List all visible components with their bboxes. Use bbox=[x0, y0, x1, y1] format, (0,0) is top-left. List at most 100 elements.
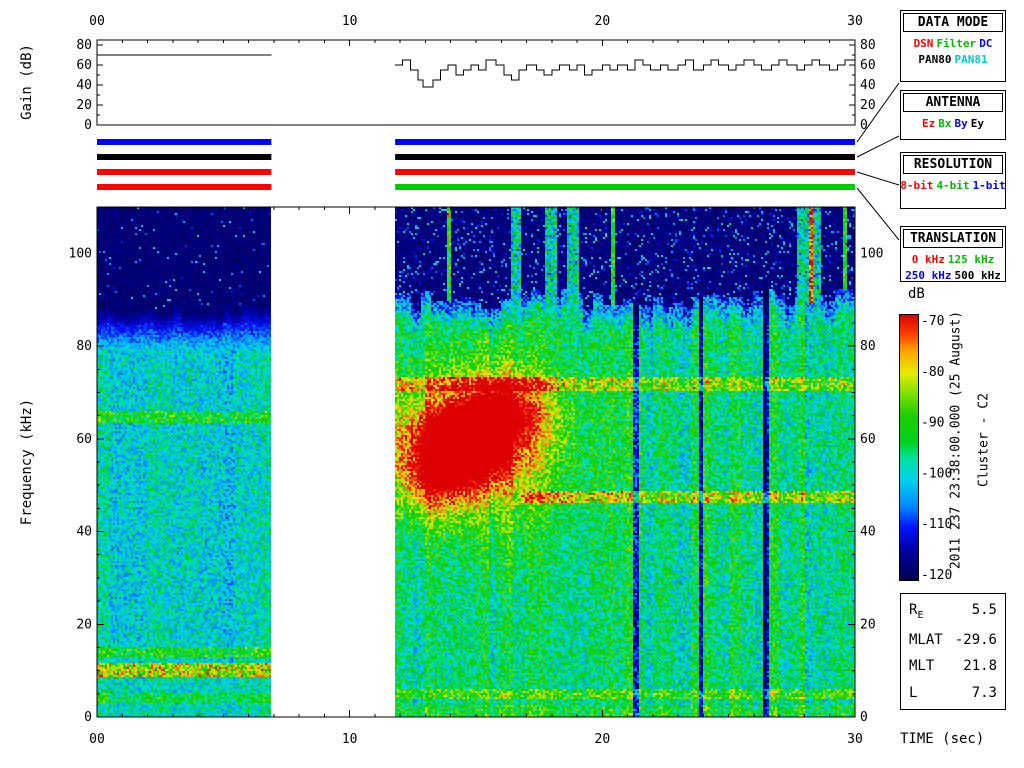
data-mode-panel: DATA MODE DSN Filter DC PAN80 PAN81 bbox=[900, 10, 1006, 82]
gain-ytick-label: 80 bbox=[860, 38, 876, 53]
antenna-title: ANTENNA bbox=[903, 93, 1003, 112]
gain-ytick-label: 40 bbox=[860, 78, 876, 93]
resolution-option: 1-bit bbox=[972, 179, 1006, 192]
legend-connector-line bbox=[856, 187, 900, 241]
translation-option: 250 kHz bbox=[905, 269, 952, 282]
ephemeris-value: -29.6 bbox=[954, 631, 997, 648]
ephemeris-value: 5.5 bbox=[971, 602, 997, 618]
legend-connector-line bbox=[856, 171, 900, 186]
translation-options: 0 kHz 125 kHz 250 kHz 500 kHz bbox=[901, 250, 1005, 287]
data-mode-title: DATA MODE bbox=[903, 13, 1003, 32]
data-mode-status-bar bbox=[97, 139, 272, 145]
translation-option: 0 kHz bbox=[911, 253, 945, 266]
translation-title: TRANSLATION bbox=[903, 229, 1003, 248]
data-mode-status-bar bbox=[395, 139, 855, 145]
colorbar-tick-label: -70 bbox=[921, 314, 944, 329]
resolution-status-bar bbox=[395, 169, 855, 175]
time-xtick-label: 30 bbox=[847, 732, 863, 747]
antenna-option: Ez bbox=[922, 117, 936, 130]
resolution-title: RESOLUTION bbox=[903, 155, 1003, 174]
data_mode-option: PAN80 bbox=[918, 53, 952, 66]
spectrogram-heatmap bbox=[97, 207, 855, 717]
gain-ytick-label: 20 bbox=[860, 98, 876, 113]
gain-ytick-label: 60 bbox=[76, 58, 92, 73]
time-xtick-label: 00 bbox=[89, 732, 105, 747]
translation-options-row: 0 kHz 125 kHz bbox=[901, 253, 1005, 267]
colorbar-unit-label: dB bbox=[908, 286, 925, 302]
data_mode-option: Filter bbox=[936, 37, 977, 50]
data_mode-options-row: PAN80 PAN81 bbox=[901, 53, 1005, 67]
time-xtick-label: 20 bbox=[595, 732, 611, 747]
gain-ytick-label: 0 bbox=[84, 118, 92, 133]
freq-ytick-label: 0 bbox=[860, 710, 868, 725]
freq-ytick-label: 60 bbox=[860, 432, 876, 447]
top-axis-tick-label: 30 bbox=[847, 14, 863, 29]
freq-ytick-label: 40 bbox=[860, 525, 876, 540]
translation-option: 125 kHz bbox=[947, 253, 995, 266]
gain-ytick-label: 40 bbox=[76, 78, 92, 93]
ephemeris-panel: RE 5.5 MLAT -29.6 MLT 21.8 L 7.3 bbox=[900, 593, 1006, 710]
freq-ytick-label: 100 bbox=[69, 246, 92, 261]
resolution-status-bar bbox=[97, 169, 272, 175]
freq-ytick-label: 100 bbox=[860, 246, 883, 261]
data_mode-option: PAN81 bbox=[954, 53, 988, 66]
antenna-options: Ez Bx By Ey bbox=[901, 114, 1005, 135]
ephemeris-value: 7.3 bbox=[971, 685, 997, 701]
colorbar-tick-label: -90 bbox=[921, 416, 944, 431]
data_mode-option: DSN bbox=[913, 37, 934, 50]
antenna-option: Ey bbox=[970, 117, 984, 130]
time-axis-label: TIME (sec) bbox=[900, 731, 985, 747]
legend-connector-line bbox=[856, 135, 900, 158]
resolution-options-row: 8-bit 4-bit 1-bit bbox=[900, 179, 1006, 193]
freq-ytick-label: 20 bbox=[860, 617, 876, 632]
translation-option: 500 kHz bbox=[954, 269, 1001, 282]
antenna-status-bar bbox=[97, 154, 272, 160]
colorbar-tick-label: -80 bbox=[921, 365, 944, 380]
ephemeris-row: MLAT -29.6 bbox=[909, 632, 997, 648]
legend-connector-line bbox=[856, 82, 900, 143]
top-axis-tick-label: 00 bbox=[89, 14, 105, 29]
translation-status-bar bbox=[395, 184, 855, 190]
gain-trace bbox=[395, 59, 855, 88]
antenna-panel: ANTENNA Ez Bx By Ey bbox=[900, 90, 1006, 140]
gain-ytick-label: 80 bbox=[76, 38, 92, 53]
translation-options-row: 250 kHz 500 kHz bbox=[901, 269, 1005, 283]
ephemeris-label: MLT bbox=[909, 658, 935, 675]
freq-ytick-label: 40 bbox=[76, 525, 92, 540]
ephemeris-label: RE bbox=[909, 602, 924, 621]
resolution-options: 8-bit 4-bit 1-bit bbox=[900, 176, 1006, 197]
gain-ytick-label: 60 bbox=[860, 58, 876, 73]
spacecraft-label: Cluster - C2 bbox=[976, 393, 992, 487]
ephemeris-label: MLAT bbox=[909, 631, 943, 648]
antenna-option: Bx bbox=[938, 117, 952, 130]
antenna-options-row: Ez Bx By Ey bbox=[901, 117, 1005, 131]
antenna-status-bar bbox=[395, 154, 855, 160]
data_mode-option: DC bbox=[979, 37, 993, 50]
ephemeris-row: RE 5.5 bbox=[909, 602, 997, 621]
time-xtick-label: 10 bbox=[342, 732, 358, 747]
ephemeris-row: MLT 21.8 bbox=[909, 658, 997, 674]
gain-ytick-label: 0 bbox=[860, 118, 868, 133]
freq-ytick-label: 20 bbox=[76, 617, 92, 632]
freq-ytick-label: 0 bbox=[84, 710, 92, 725]
resolution-panel: RESOLUTION 8-bit 4-bit 1-bit bbox=[900, 152, 1006, 209]
freq-ytick-label: 80 bbox=[76, 339, 92, 354]
freq-ytick-label: 80 bbox=[860, 339, 876, 354]
datetime-label: 2011 237 23:38:00.000 (25 August) bbox=[948, 310, 964, 570]
ephemeris-label: L bbox=[909, 685, 918, 701]
gain-ytick-label: 20 bbox=[76, 98, 92, 113]
resolution-option: 8-bit bbox=[900, 179, 934, 192]
frequency-axis-label: Frequency (kHz) bbox=[19, 398, 35, 526]
gain-axis-label: Gain (dB) bbox=[19, 44, 35, 120]
translation-status-bar bbox=[97, 184, 272, 190]
freq-ytick-label: 60 bbox=[76, 432, 92, 447]
antenna-option: By bbox=[954, 117, 968, 130]
top-axis-tick-label: 10 bbox=[342, 14, 358, 29]
gain-plot-frame bbox=[96, 39, 856, 126]
ephemeris-row: L 7.3 bbox=[909, 685, 997, 701]
translation-panel: TRANSLATION 0 kHz 125 kHz 250 kHz 500 kHz bbox=[900, 226, 1006, 282]
top-axis-tick-label: 20 bbox=[595, 14, 611, 29]
data_mode-options-row: DSN Filter DC bbox=[901, 37, 1005, 51]
ephemeris-value: 21.8 bbox=[963, 658, 997, 675]
